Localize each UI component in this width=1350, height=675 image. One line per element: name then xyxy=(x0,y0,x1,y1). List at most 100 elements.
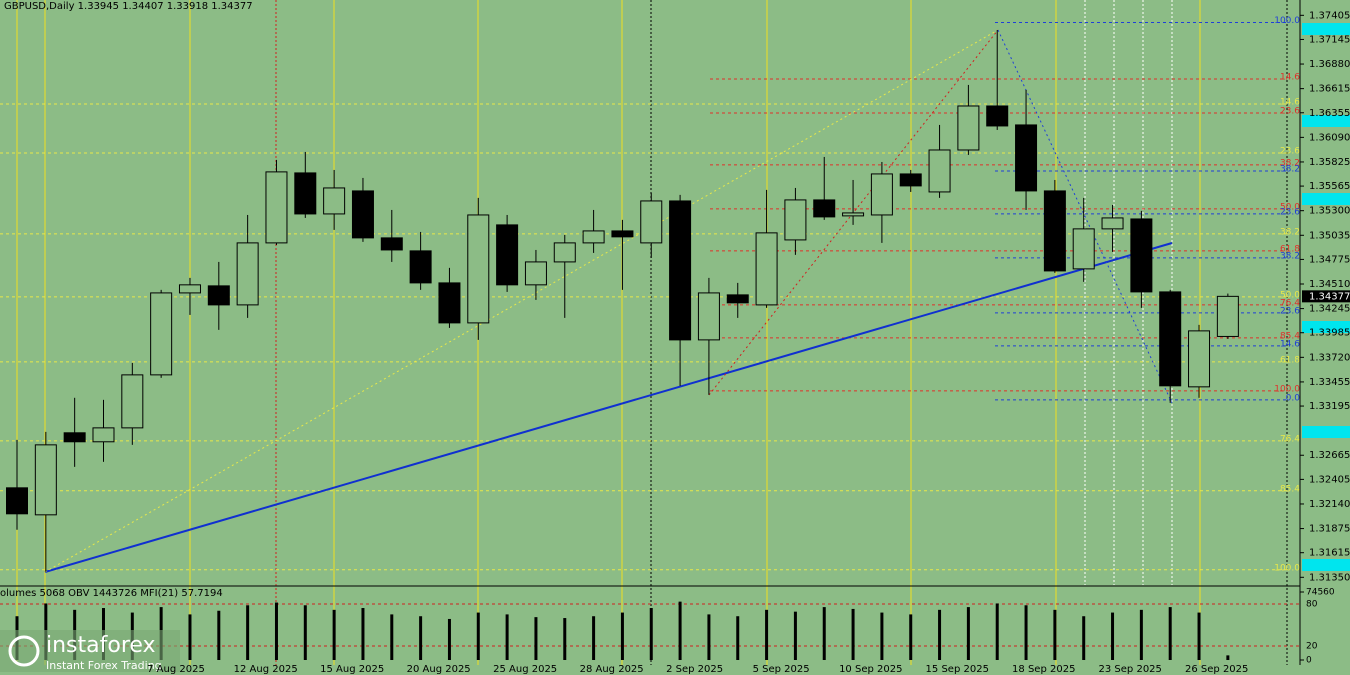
y-tick-label: 1.31615 xyxy=(1309,548,1350,559)
candle-body xyxy=(1130,218,1153,293)
volume-bar xyxy=(476,612,480,660)
candle-body xyxy=(438,282,461,324)
volume-bar xyxy=(765,609,769,660)
y-tick-label: 1.36880 xyxy=(1309,59,1350,70)
volume-bar xyxy=(563,618,567,660)
current-price-box xyxy=(1302,290,1350,303)
candle-body xyxy=(380,237,403,251)
drawings xyxy=(44,29,1173,573)
volume-bar xyxy=(880,612,884,660)
y-tick-label: 1.36090 xyxy=(1309,132,1350,143)
candle-body xyxy=(467,214,490,324)
volume-bar xyxy=(620,612,624,660)
volume-bar xyxy=(361,608,365,660)
candle-body xyxy=(726,294,749,304)
volume-bar xyxy=(909,614,913,660)
fib-level-label: 0.0 xyxy=(1286,393,1301,403)
volume-bar xyxy=(1139,609,1143,660)
y-tick-label: 1.35300 xyxy=(1309,206,1350,217)
volume-bar xyxy=(1197,612,1201,660)
fib-level-label: 23.6 xyxy=(1280,146,1300,156)
candle-body xyxy=(899,173,922,187)
y-tick-label: 1.37405 xyxy=(1309,10,1350,21)
fib-level-label: 14.6 xyxy=(1280,339,1300,349)
volume-bar xyxy=(1024,605,1028,660)
volume-bar xyxy=(246,605,250,660)
volume-bar xyxy=(217,610,221,660)
brand: instaforex xyxy=(46,633,156,658)
volume-tick-label: 0 xyxy=(1306,656,1312,666)
fib-level-label: 61.8 xyxy=(1280,355,1300,365)
candle-body xyxy=(236,242,259,306)
fib-level-label: 38.2 xyxy=(1280,227,1300,237)
y-tick-label: 1.34775 xyxy=(1309,254,1350,265)
x-tick-label: 26 Sep 2025 xyxy=(1185,664,1248,675)
tagline: Instant Forex Trading xyxy=(46,659,162,672)
x-tick-label: 25 Aug 2025 xyxy=(493,664,557,675)
current-price-label: 1.34377 xyxy=(1309,291,1350,302)
axis-markers xyxy=(1302,23,1350,571)
volume-bar xyxy=(505,614,509,660)
volume-bar xyxy=(534,617,538,660)
price-axis: 1.37405 1.37145 1.36880 1.36615 1.36355 1.360… xyxy=(1300,10,1350,583)
y-tick-label: 1.32140 xyxy=(1309,499,1350,510)
candle-body xyxy=(63,432,86,443)
candle-body xyxy=(207,285,230,306)
candle-body xyxy=(755,232,778,306)
y-tick-label: 1.32665 xyxy=(1309,450,1350,461)
volume-bar xyxy=(822,607,826,660)
volume-bar xyxy=(274,602,278,660)
candle-body xyxy=(351,190,374,239)
y-tick-label: 1.36355 xyxy=(1309,108,1350,119)
candle-body xyxy=(784,199,807,241)
volume-bar xyxy=(1226,655,1230,660)
volume-bar xyxy=(851,608,855,660)
y-tick-label: 1.31350 xyxy=(1309,572,1350,583)
y-tick-label: 1.34245 xyxy=(1309,304,1350,315)
y-tick-label: 1.35035 xyxy=(1309,230,1350,241)
candle-body xyxy=(92,427,115,443)
y-tick-label: 1.33195 xyxy=(1309,401,1350,412)
mfi-tick-label: 20 xyxy=(1306,642,1318,652)
y-tick-label: 1.33455 xyxy=(1309,377,1350,388)
candle-body xyxy=(178,284,201,294)
fib-level-label: 23.6 xyxy=(1280,306,1300,316)
fib-level-label: 100.0 xyxy=(1274,563,1300,573)
fib-level-label: 14.6 xyxy=(1280,97,1300,107)
candle-body xyxy=(6,487,28,515)
chart-header: GBPUSD,Daily 1.33945 1.34407 1.33918 1.3… xyxy=(4,1,253,12)
candle-body xyxy=(957,105,980,151)
volume-bar xyxy=(938,609,942,660)
fib-level-label: 76.4 xyxy=(1280,298,1300,308)
y-tick-label: 1.33985 xyxy=(1309,328,1350,339)
candle-body xyxy=(842,212,865,217)
volume-bar xyxy=(592,616,596,660)
fib-level-label: 38.2 xyxy=(1280,164,1300,174)
x-tick-label: 15 Aug 2025 xyxy=(320,664,384,675)
candle-body xyxy=(697,292,720,341)
volume-bar xyxy=(678,601,682,660)
fib-level-label: 23.6 xyxy=(1280,207,1300,217)
candle-body xyxy=(640,200,663,244)
candle-body xyxy=(1188,330,1211,388)
y-tick-label: 1.31875 xyxy=(1309,524,1350,535)
candle-body xyxy=(1101,217,1124,230)
x-tick-label: 7 Aug 2025 xyxy=(147,664,205,675)
mfi-tick-label: 80 xyxy=(1306,600,1318,610)
candle-body xyxy=(928,149,951,193)
volume-bar xyxy=(707,614,711,660)
candle-body xyxy=(813,199,836,218)
candle-body xyxy=(1015,124,1038,192)
candle-body xyxy=(553,242,576,263)
y-tick-label: 1.32405 xyxy=(1309,474,1350,485)
volume-bar xyxy=(390,614,394,660)
x-tick-label: 15 Sep 2025 xyxy=(926,664,989,675)
x-tick-label: 18 Sep 2025 xyxy=(1012,664,1075,675)
x-tick-label: 28 Aug 2025 xyxy=(580,664,644,675)
candles xyxy=(6,29,1239,572)
candle-body xyxy=(121,374,144,429)
fib-level-label: 38.2 xyxy=(1280,251,1300,261)
candle-body xyxy=(409,250,432,284)
volume-bar xyxy=(649,608,653,660)
